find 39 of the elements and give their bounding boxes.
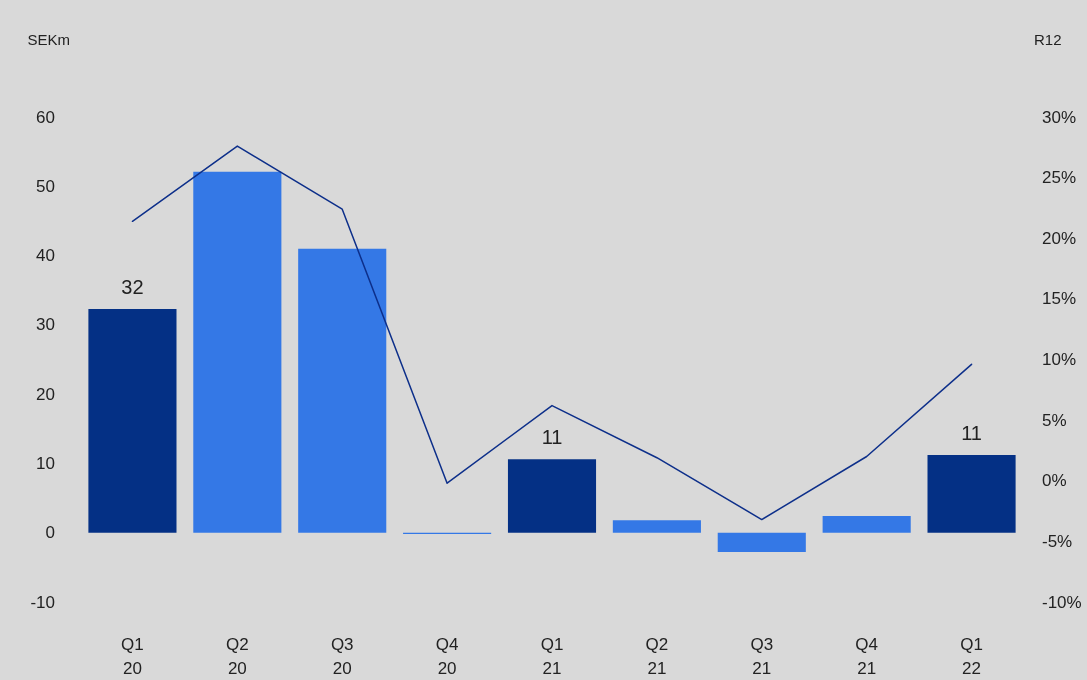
x-tick-label: Q3 20	[330, 634, 354, 678]
y-tick-label: 30	[36, 315, 55, 335]
x-tick-label: Q4 21	[855, 634, 879, 678]
y2-tick-label: -5%	[1042, 531, 1073, 551]
y2-tick-label: 20%	[1042, 228, 1077, 248]
bar	[88, 308, 177, 533]
data-label: 32	[121, 275, 144, 298]
y-tick-label: 50	[36, 176, 55, 196]
data-label: 11	[961, 422, 982, 445]
y-tick-label: 40	[36, 246, 55, 266]
bar	[717, 532, 806, 553]
data-label: 11	[541, 426, 563, 449]
y2-tick-label: 5%	[1042, 410, 1067, 430]
y-tick-label: 60	[36, 107, 55, 127]
y2-tick-label: -10%	[1042, 592, 1082, 612]
x-tick-label: Q1 22	[960, 634, 983, 678]
y2-axis-title: R12	[1034, 31, 1062, 48]
y-tick-label: -10	[30, 592, 55, 612]
bar	[507, 459, 597, 533]
x-tick-label: Q1 21	[540, 634, 564, 678]
y-axis-title: SEKm	[27, 31, 70, 48]
bar	[193, 171, 282, 533]
y2-tick-label: 15%	[1042, 289, 1077, 309]
x-tick-label: Q1 20	[121, 634, 144, 678]
bar	[612, 520, 701, 533]
y2-tick-label: 25%	[1042, 168, 1077, 188]
y2-tick-label: 30%	[1042, 107, 1077, 127]
bar	[298, 248, 387, 533]
x-tick-label: Q4 20	[435, 634, 459, 678]
bar	[927, 455, 1016, 533]
y-tick-label: 0	[45, 523, 55, 543]
y2-tick-label: 10%	[1042, 350, 1077, 369]
y-tick-label: 20	[36, 384, 55, 404]
x-tick-label: Q3 21	[750, 634, 774, 678]
y2-tick-label: 0%	[1042, 471, 1067, 491]
x-tick-label: Q2 20	[225, 634, 249, 678]
bar	[822, 516, 911, 533]
x-tick-label: Q2 21	[645, 634, 669, 678]
y-tick-label: 10	[36, 453, 55, 473]
